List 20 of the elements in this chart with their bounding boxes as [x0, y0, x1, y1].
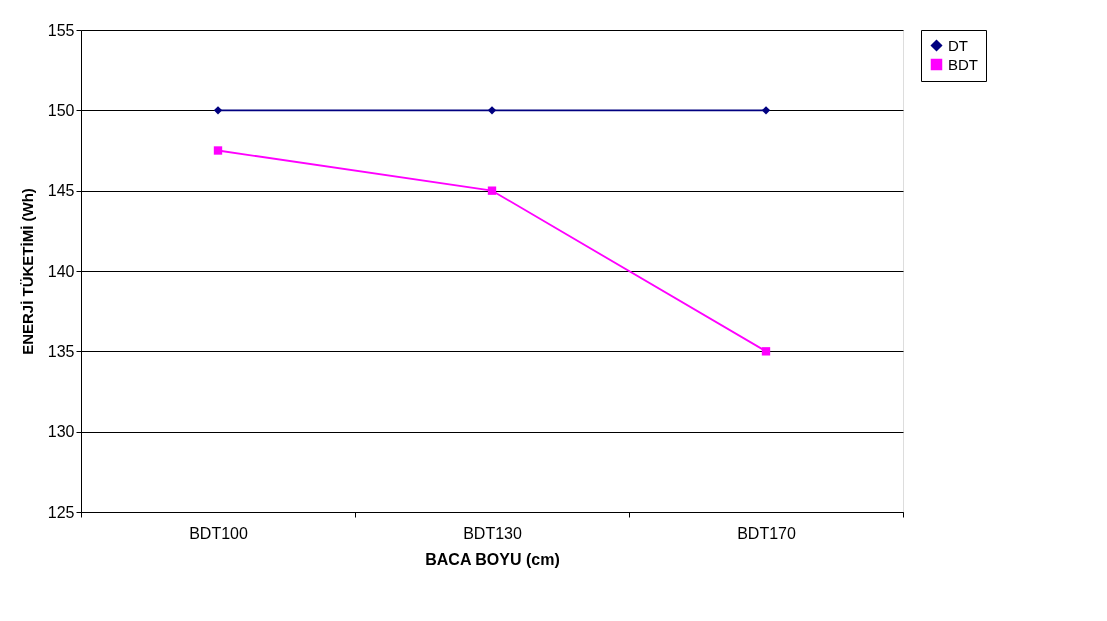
y-tick-label: 130	[47, 423, 75, 441]
point	[213, 106, 223, 115]
point	[213, 146, 223, 155]
x-tick-label: BDT100	[189, 524, 248, 542]
point	[487, 106, 497, 115]
y-tick-label: 125	[47, 503, 75, 521]
legend-label: BDT	[948, 55, 978, 73]
y-axis-title: ENERJİ TÜKETİMİ (Wh)	[18, 188, 36, 355]
point	[761, 347, 771, 356]
x-axis-title: BACA BOYU (cm)	[425, 550, 560, 568]
x-tick-label: BDT170	[737, 524, 796, 542]
y-tick-label: 150	[47, 101, 75, 119]
y-tick-label: 155	[47, 21, 75, 39]
y-tick-label: 145	[47, 182, 75, 200]
y-tick-label: 135	[47, 342, 75, 360]
legend-label: DT	[948, 36, 968, 54]
point	[761, 106, 771, 115]
x-tick-label: BDT130	[463, 524, 522, 542]
point	[487, 186, 497, 195]
y-tick-label: 140	[47, 262, 75, 280]
